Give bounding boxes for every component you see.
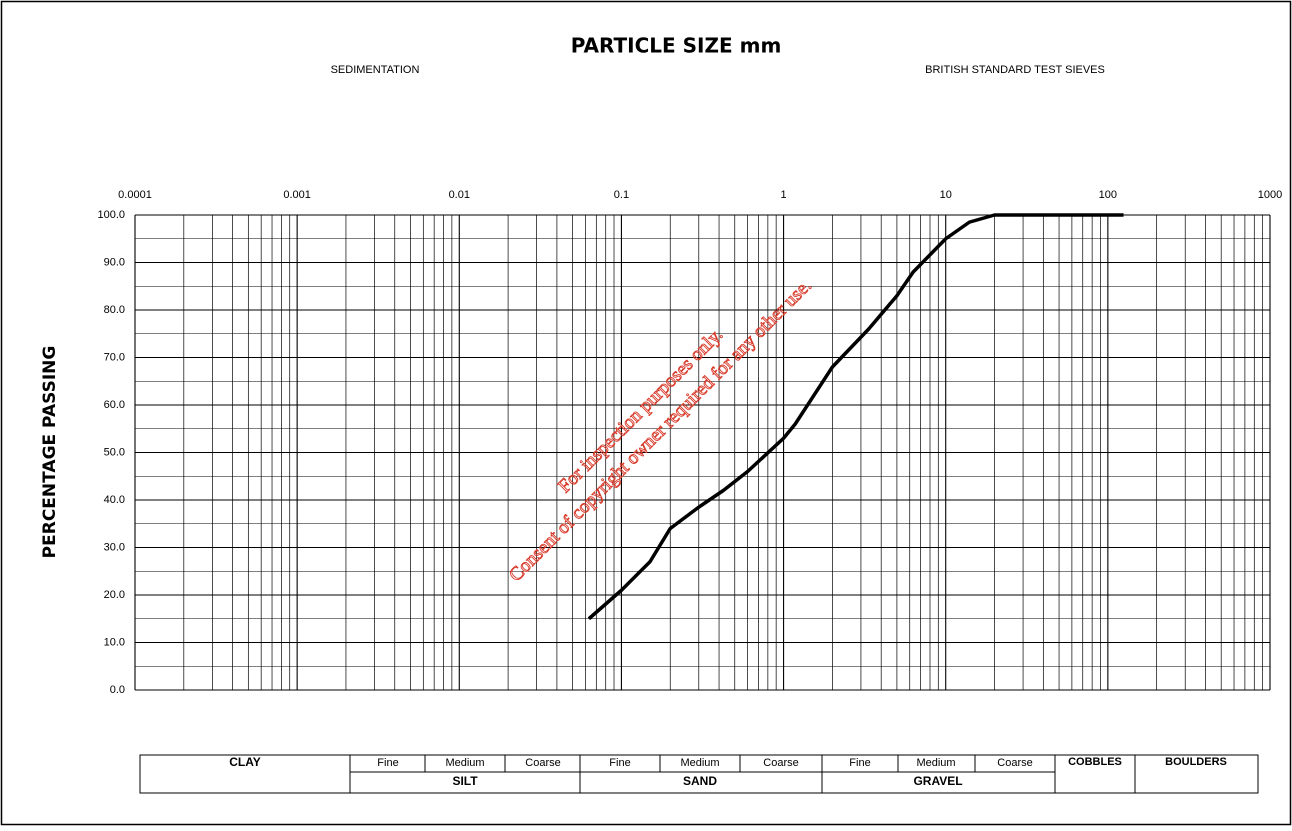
y-tick-label: 80.0 [104, 304, 125, 316]
table-border [139, 754, 1259, 794]
y-tick-label: 10.0 [104, 636, 125, 648]
y-tick-label: 60.0 [104, 399, 125, 411]
y-tick-label: 0.0 [110, 684, 125, 696]
class-label: Medium [680, 757, 719, 769]
class-label: BOULDERS [1165, 756, 1227, 768]
y-tick-label: 20.0 [104, 589, 125, 601]
marks [587, 213, 1124, 621]
grid [134, 214, 1271, 691]
chart-title: PARTICLE SIZE mm [571, 34, 782, 58]
x-tick-label: 1 [781, 189, 787, 201]
watermark: For inspection purposes only. Consent of… [505, 275, 817, 587]
x-tick-label: 0.01 [449, 189, 470, 201]
subtitle: BRITISH STANDARD TEST SIEVES [925, 64, 1105, 76]
class-label: Fine [609, 757, 630, 769]
y-axis-label: PERCENTAGE PASSING [40, 346, 60, 559]
x-tick-label: 10 [940, 189, 952, 201]
class-label: Fine [377, 757, 398, 769]
x-tick-label: 0.0001 [118, 189, 152, 201]
class-label: Medium [445, 757, 484, 769]
class-label: SILT [452, 774, 478, 788]
class-label: Coarse [763, 757, 798, 769]
class-label: COBBLES [1068, 756, 1122, 768]
class-label: CLAY [229, 755, 261, 769]
watermark-text: For inspection purposes only. [554, 324, 727, 497]
y-tick-label: 90.0 [104, 256, 125, 268]
y-tick-label: 40.0 [104, 494, 125, 506]
class-label: Coarse [997, 757, 1032, 769]
x-tick-label: 0.001 [283, 189, 311, 201]
class-label: Fine [849, 757, 870, 769]
subtitle: SEDIMENTATION [331, 64, 420, 76]
x-tick-label: 1000 [1258, 189, 1282, 201]
classification-labels: CLAY Fine Medium Coarse SILT Fine Medium… [229, 755, 1227, 788]
x-tick-label: 0.1 [614, 189, 629, 201]
classification-table [139, 754, 1259, 794]
watermark-text: Consent of copyright owner required for … [505, 275, 816, 586]
class-label: GRAVEL [913, 774, 962, 788]
y-tick-label: 70.0 [104, 351, 125, 363]
class-label: Coarse [525, 757, 560, 769]
x-tick-label: 100 [1099, 189, 1117, 201]
y-tick-label: 50.0 [104, 446, 125, 458]
class-label: Medium [916, 757, 955, 769]
class-label: SAND [683, 774, 717, 788]
data-line [587, 213, 1124, 621]
y-tick-label: 100.0 [97, 209, 125, 221]
y-tick-label: 30.0 [104, 541, 125, 553]
